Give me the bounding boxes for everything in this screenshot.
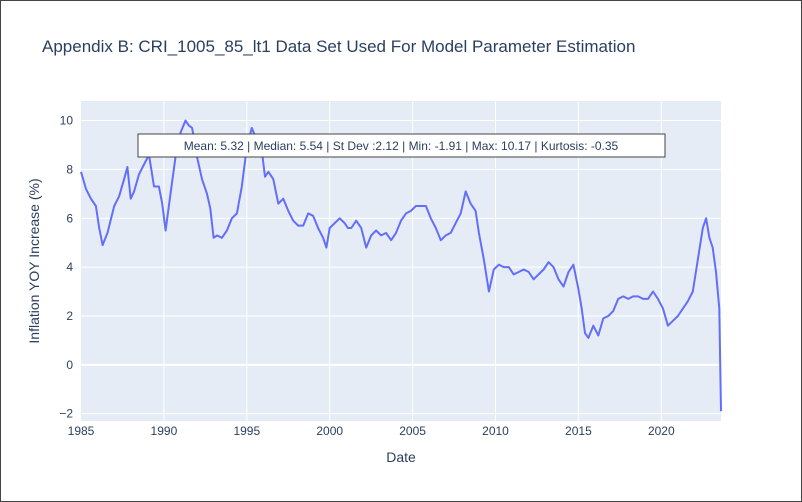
series-group (80, 119, 722, 412)
x-tick-label: 2020 (648, 424, 675, 438)
y-tick-label: −2 (59, 407, 73, 421)
x-tick-label: 2010 (482, 424, 509, 438)
y-tick-label: 2 (66, 309, 73, 323)
y-tick-label: 4 (66, 260, 73, 274)
y-tick-label: 10 (60, 114, 74, 128)
x-axis-title: Date (386, 449, 416, 465)
x-tick-labels: 1985 1990 1995 2000 2005 2010 2015 2020 (68, 424, 675, 438)
x-tick-label: 2015 (565, 424, 592, 438)
stats-annotation-text: Mean: 5.32 | Median: 5.54 | St Dev :2.12… (184, 139, 619, 153)
series-line-0 (80, 119, 722, 412)
y-axis-title: Inflation YOY Increase (%) (26, 178, 42, 343)
y-tick-label: 6 (66, 211, 73, 225)
x-tick-label: 1985 (68, 424, 95, 438)
y-tick-label: 8 (66, 162, 73, 176)
y-tick-labels: −2 0 2 4 6 8 10 (59, 114, 73, 421)
chart-title: Appendix B: CRI_1005_85_lt1 Data Set Use… (42, 37, 635, 56)
y-tick-label: 0 (66, 358, 73, 372)
stats-annotation-box (137, 133, 666, 158)
x-tick-label: 2005 (399, 424, 426, 438)
x-tick-label: 2000 (316, 424, 343, 438)
x-tick-label: 1995 (233, 424, 260, 438)
stats-annotation: Mean: 5.32 | Median: 5.54 | St Dev :2.12… (137, 133, 666, 158)
x-tick-label: 1990 (151, 424, 178, 438)
